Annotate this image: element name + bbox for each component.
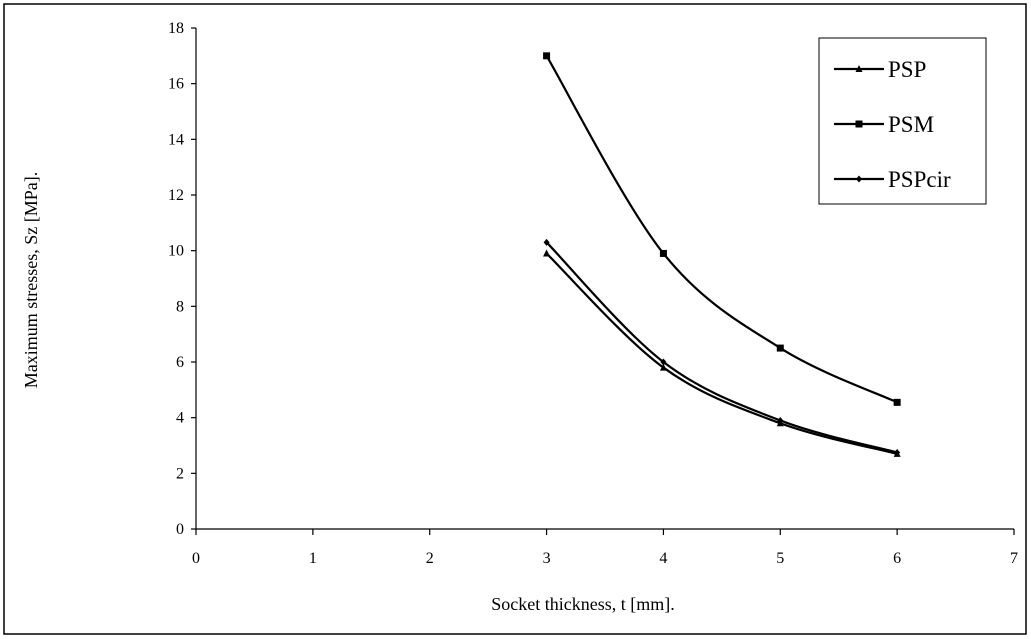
data-point: [543, 238, 550, 246]
legend-box: [818, 37, 987, 205]
legend-label: PSM: [888, 112, 934, 137]
legend-item: PSP: [834, 57, 926, 82]
y-tick-label: 6: [176, 354, 184, 371]
x-tick-label: 1: [309, 550, 317, 567]
y-axis-title: Maximum stresses, Sz [MPa].: [21, 172, 41, 388]
data-point: [894, 448, 901, 456]
y-tick-label: 16: [168, 76, 184, 93]
legend-marker: [855, 120, 863, 128]
series-line: [545, 55, 898, 404]
x-tick-label: 2: [426, 550, 434, 567]
y-tick-label: 2: [176, 465, 184, 482]
series-pspcir: [543, 238, 901, 456]
y-tick-label: 10: [168, 243, 184, 260]
legend-item: PSM: [834, 112, 934, 137]
y-tick-label: 18: [168, 20, 184, 37]
data-point: [660, 358, 667, 366]
x-axis-title: Socket thickness, t [mm].: [491, 594, 674, 614]
data-point: [776, 344, 784, 352]
series-psm: [543, 52, 901, 406]
series-line: [545, 252, 898, 455]
x-tick-label: 7: [1010, 550, 1018, 567]
data-point: [659, 363, 667, 371]
y-tick-label: 12: [168, 187, 184, 204]
data-point: [777, 416, 784, 424]
y-tick-label: 4: [176, 410, 184, 427]
legend-label: PSPcir: [888, 167, 951, 192]
data-point: [543, 52, 551, 60]
y-tick-label: 0: [176, 521, 184, 538]
legend: PSP PSM PSPcir: [818, 37, 987, 205]
x-tick-label: 4: [659, 550, 667, 567]
x-tick-label: 6: [893, 550, 901, 567]
series-line: [545, 241, 898, 454]
x-tick-label: 0: [192, 550, 200, 567]
data-point: [543, 249, 551, 257]
x-tick-label: 5: [776, 550, 784, 567]
x-tick-label: 3: [543, 550, 551, 567]
legend-item: PSPcir: [834, 167, 951, 192]
legend-marker: [856, 175, 862, 183]
y-tick-label: 8: [176, 298, 184, 315]
legend-label: PSP: [888, 57, 926, 82]
legend-marker: [855, 65, 863, 72]
data-point: [893, 398, 901, 406]
y-tick-label: 14: [168, 131, 184, 148]
data-point: [659, 249, 667, 257]
